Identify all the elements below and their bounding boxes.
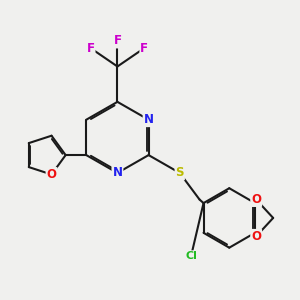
Text: N: N — [112, 167, 122, 179]
Text: F: F — [140, 42, 148, 55]
Text: O: O — [251, 193, 261, 206]
Text: O: O — [251, 230, 261, 243]
Text: F: F — [86, 42, 94, 55]
Text: Cl: Cl — [185, 251, 197, 261]
Text: N: N — [144, 113, 154, 126]
Text: S: S — [176, 167, 184, 179]
Text: O: O — [46, 168, 56, 181]
Text: F: F — [113, 34, 122, 47]
